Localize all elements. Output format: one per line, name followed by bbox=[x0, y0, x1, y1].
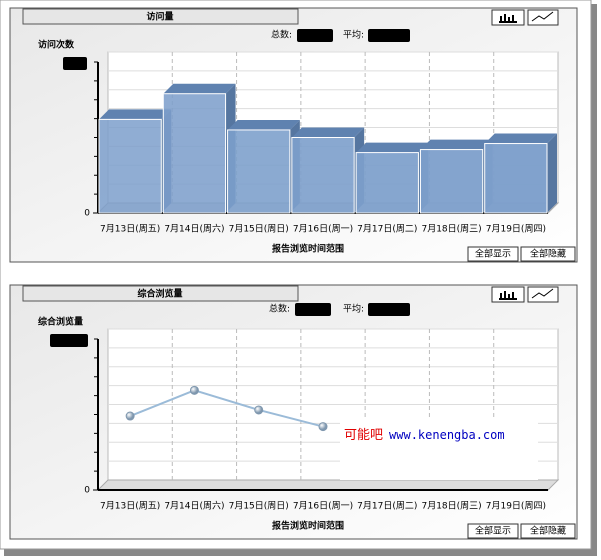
x-axis-title: 报告浏览时间范围 bbox=[272, 520, 344, 532]
watermark-name: 可能吧 bbox=[344, 428, 383, 443]
panel-title: 访问量 bbox=[146, 11, 173, 23]
x-axis-title: 报告浏览时间范围 bbox=[272, 243, 344, 255]
bar-view-glyph bbox=[499, 14, 517, 23]
watermark-url: www.kenengba.com bbox=[389, 428, 505, 442]
y-axis-title: 综合浏览量 bbox=[38, 316, 83, 328]
bar-side bbox=[547, 133, 557, 213]
toggle-button-label: 全部显示 bbox=[475, 248, 511, 260]
line bbox=[129, 389, 324, 428]
x-tick-label: 7月13日(周五) bbox=[100, 224, 160, 235]
point bbox=[318, 422, 328, 432]
floor bbox=[96, 479, 560, 491]
x-tick-label: 7月18日(周三) bbox=[421, 501, 481, 512]
line-view-icon[interactable] bbox=[527, 9, 559, 26]
average-redacted bbox=[368, 29, 410, 42]
total-redacted bbox=[295, 303, 331, 316]
bar bbox=[484, 143, 548, 214]
y-tick-label: 0 bbox=[84, 209, 90, 219]
x-tick-label: 7月14日(周六) bbox=[164, 223, 224, 235]
panel-title: 综合浏览量 bbox=[137, 288, 182, 300]
x-tick-label: 7月15日(周日) bbox=[229, 224, 289, 235]
average-label: 平均: bbox=[343, 29, 364, 41]
average-redacted bbox=[368, 303, 410, 316]
toggle-button[interactable] bbox=[520, 523, 576, 539]
x-tick-label: 7月18日(周三) bbox=[421, 224, 481, 235]
line-view-glyph bbox=[531, 11, 554, 22]
bar-top bbox=[227, 119, 300, 130]
watermark-box bbox=[340, 420, 538, 480]
total-redacted bbox=[297, 29, 333, 42]
x-tick-label: 7月19日(周四) bbox=[486, 501, 546, 512]
toggle-button[interactable] bbox=[520, 246, 576, 262]
point bbox=[254, 405, 264, 415]
watermark: 可能吧 www.kenengba.com bbox=[344, 428, 505, 443]
x-tick-label: 7月17日(周二) bbox=[357, 224, 417, 235]
x-tick-label: 7月19日(周四) bbox=[486, 224, 546, 235]
x-tick-label: 7月16日(周一) bbox=[293, 224, 353, 235]
x-tick-label: 7月15日(周日) bbox=[229, 501, 289, 512]
bar bbox=[227, 129, 291, 214]
x-tick-label: 7月16日(周一) bbox=[293, 501, 353, 512]
bar-top bbox=[99, 109, 172, 120]
toggle-button[interactable] bbox=[467, 246, 519, 262]
line-view-glyph bbox=[531, 288, 554, 299]
point bbox=[189, 385, 199, 395]
total-label: 总数: bbox=[271, 29, 292, 41]
title-tab bbox=[22, 285, 299, 302]
bar-view-glyph bbox=[499, 291, 517, 300]
bar-top bbox=[291, 127, 365, 138]
y-tick-label: 0 bbox=[84, 486, 90, 496]
bar-top bbox=[356, 142, 429, 153]
x-tick-label: 7月17日(周二) bbox=[357, 501, 417, 512]
bar bbox=[419, 149, 484, 214]
average-label: 平均: bbox=[343, 303, 364, 315]
toggle-button-label: 全部显示 bbox=[475, 525, 511, 537]
title-tab bbox=[22, 8, 299, 25]
x-tick-label: 7月13日(周五) bbox=[100, 501, 160, 512]
toggle-button-label: 全部隐藏 bbox=[530, 525, 566, 537]
toggle-button-label: 全部隐藏 bbox=[530, 248, 566, 260]
max-tick-redacted bbox=[50, 334, 88, 347]
total-label: 总数: bbox=[269, 303, 290, 315]
bar bbox=[98, 118, 162, 214]
max-tick-redacted bbox=[63, 57, 87, 70]
point bbox=[125, 411, 135, 421]
bar-top bbox=[420, 139, 493, 150]
bar-top bbox=[484, 133, 557, 144]
bar bbox=[162, 93, 227, 214]
bar bbox=[355, 152, 419, 214]
x-tick-label: 7月14日(周六) bbox=[164, 500, 224, 512]
line-view-icon[interactable] bbox=[527, 286, 559, 303]
bar bbox=[291, 137, 355, 214]
toggle-button[interactable] bbox=[467, 523, 519, 539]
bar-top bbox=[163, 83, 236, 94]
y-axis-title: 访问次数 bbox=[38, 39, 75, 51]
